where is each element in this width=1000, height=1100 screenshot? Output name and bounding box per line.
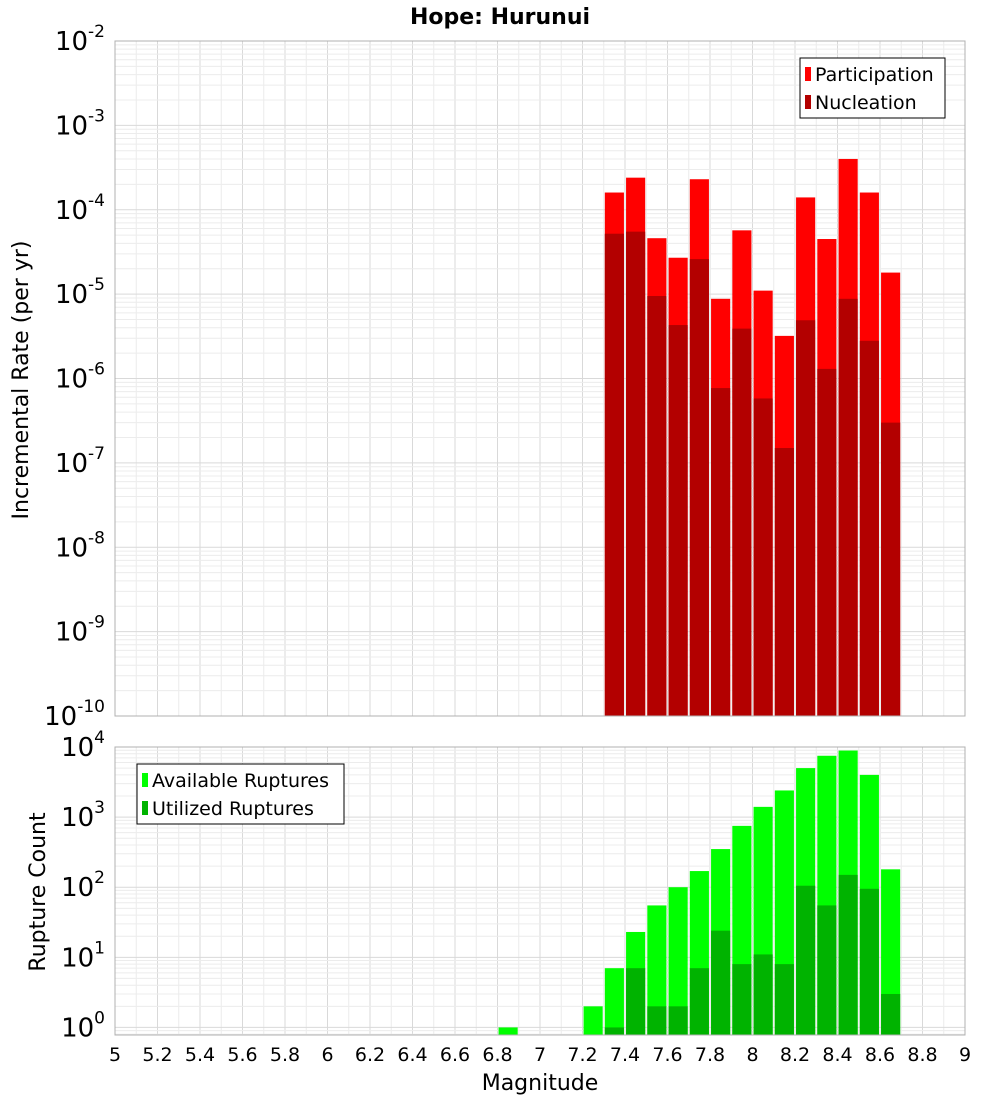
count-x-tick-label: 7.2 [567, 1044, 597, 1066]
count-x-tick-label: 9 [959, 1044, 971, 1066]
rate-y-tick-label: 10-10 [44, 697, 105, 732]
rate-legend: Participation Nucleation [799, 57, 946, 119]
count-grid [114, 746, 966, 1035]
rate-bar [817, 368, 837, 716]
rate-bar [732, 328, 752, 716]
count-x-tick-label: 6.8 [482, 1044, 512, 1066]
rate-bar [626, 231, 646, 716]
count-x-tick-label: 5.6 [227, 1044, 257, 1066]
count-bar [796, 885, 816, 1035]
count-x-tick-label: 5.8 [270, 1044, 300, 1066]
x-axis-label: Magnitude [482, 1071, 599, 1096]
rate-y-tick-label: 10-2 [55, 22, 105, 57]
chart-title: Hope: Hurunui [410, 5, 590, 30]
count-bar [647, 905, 667, 1035]
count-legend-swatch [142, 773, 148, 787]
count-y-tick-label: 100 [61, 1008, 105, 1043]
count-bar [881, 993, 901, 1035]
count-y-tick-label: 102 [61, 868, 105, 903]
rate-bar [753, 398, 773, 716]
y-axis-label-rate: Incremental Rate (per yr) [9, 241, 34, 520]
rate-bar [711, 388, 731, 716]
count-x-tick-label: 6.6 [440, 1044, 470, 1066]
rate-bar [647, 296, 667, 716]
count-bar [774, 964, 794, 1035]
count-bar [838, 874, 858, 1035]
count-bar [668, 1006, 688, 1035]
count-bar [711, 930, 731, 1035]
count-x-tick-label: 5.2 [142, 1044, 172, 1066]
count-plot-border [114, 746, 966, 1036]
rate-y-tick-label: 10-8 [55, 528, 105, 563]
count-x-tick-label: 6.4 [397, 1044, 427, 1066]
count-bar [732, 964, 752, 1035]
count-bar [817, 905, 837, 1035]
rate-y-tick-label: 10-4 [55, 191, 105, 226]
count-bar [689, 968, 709, 1035]
rate-legend-label: Participation [815, 64, 934, 86]
count-legend: Available Ruptures Utilized Ruptures [136, 763, 345, 825]
rate-y-tick-label: 10-6 [55, 360, 105, 395]
count-bar [668, 887, 688, 1035]
count-x-tick-label: 6.2 [355, 1044, 385, 1066]
count-bar [626, 968, 646, 1035]
rate-legend-swatch [805, 67, 811, 81]
count-x-tick-label: 8.8 [907, 1044, 937, 1066]
rate-grid [114, 40, 966, 717]
count-legend-box [136, 763, 345, 825]
count-x-tick-label: 6 [321, 1044, 333, 1066]
count-legend-swatch [142, 801, 148, 815]
rate-legend-box [799, 57, 946, 119]
y-axis-label-count: Rupture Count [26, 812, 51, 972]
count-y-tick-label: 103 [61, 798, 105, 833]
count-x-tick-label: 8 [746, 1044, 758, 1066]
count-x-tick-label: 7.6 [652, 1044, 682, 1066]
rate-legend-swatch [805, 95, 811, 109]
count-x-tick-label: 8.6 [865, 1044, 895, 1066]
count-bar [583, 1006, 603, 1035]
count-x-tick-label: 5.4 [185, 1044, 215, 1066]
rate-bar [689, 259, 709, 716]
count-x-tick-label: 7.4 [610, 1044, 640, 1066]
rate-y-tick-label: 10-9 [55, 613, 105, 648]
rate-bar [604, 233, 624, 716]
rate-bar [774, 448, 794, 716]
count-bar [753, 954, 773, 1035]
count-bar [604, 968, 624, 1035]
rate-bar [796, 320, 816, 716]
rate-y-tick-label: 10-7 [55, 444, 105, 479]
rate-y-tick-label: 10-5 [55, 275, 105, 310]
rate-legend-label: Nucleation [815, 92, 917, 114]
count-x-tick-label: 7.8 [695, 1044, 725, 1066]
count-bar [859, 888, 879, 1035]
count-bar [881, 869, 901, 1035]
count-series-1 [604, 874, 901, 1035]
count-y-tick-label: 101 [61, 938, 105, 973]
count-x-tick-label: 8.4 [822, 1044, 852, 1066]
rate-y-tick-label: 10-3 [55, 106, 105, 141]
count-x-tick-label: 8.2 [780, 1044, 810, 1066]
count-bar [647, 1006, 667, 1035]
count-bar [604, 1027, 624, 1035]
count-bar [498, 1027, 518, 1035]
rate-series-1 [604, 231, 901, 716]
rate-panel: 10-10 10-9 10-8 10-7 10-6 10-5 10-4 10-3 10-2 Par… [44, 22, 966, 732]
rate-bar [838, 298, 858, 716]
rate-plot-border [114, 40, 966, 717]
rate-bar [668, 325, 688, 716]
count-x-tick-label: 5 [109, 1044, 121, 1066]
count-legend-label: Utilized Ruptures [152, 798, 314, 820]
count-x-tick-label: 7 [534, 1044, 546, 1066]
count-panel: 100 101 102 103 104 5 5.2 5.4 5.6 5.8 6 6.2 6.4 6.6 6.… [61, 728, 971, 1066]
rate-bar [859, 340, 879, 716]
count-legend-label: Available Ruptures [152, 770, 329, 792]
rate-bar [881, 422, 901, 716]
count-y-tick-label: 104 [61, 728, 105, 763]
